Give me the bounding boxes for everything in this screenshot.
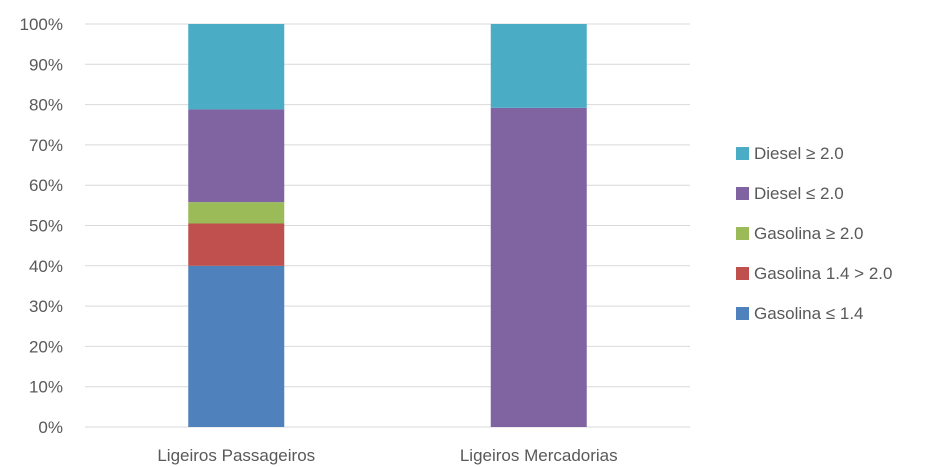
- y-tick-label: 40%: [29, 257, 63, 276]
- y-tick-label: 30%: [29, 297, 63, 316]
- bar-segment: [188, 24, 285, 110]
- y-tick-label: 80%: [29, 96, 63, 115]
- legend-swatch: [736, 147, 749, 160]
- legend-swatch: [736, 227, 749, 240]
- y-axis-tick-labels: 0% 10% 20% 30% 40% 50% 60% 70% 80% 90% 100%: [20, 15, 63, 437]
- y-tick-label: 100%: [20, 15, 63, 34]
- legend-label: Gasolina ≥ 2.0: [754, 224, 864, 243]
- bar-segment: [188, 223, 285, 266]
- x-category-label: Ligeiros Mercadorias: [460, 446, 618, 465]
- bar-segment: [188, 109, 285, 203]
- y-tick-label: 60%: [29, 176, 63, 195]
- bar-segment: [490, 107, 587, 427]
- bar-segment: [188, 202, 285, 224]
- bar-segment: [490, 24, 587, 108]
- y-tick-label: 50%: [29, 217, 63, 236]
- bar-segment: [188, 265, 285, 427]
- legend-swatch: [736, 267, 749, 280]
- x-category-label: Ligeiros Passageiros: [157, 446, 315, 465]
- legend: Diesel ≥ 2.0 Diesel ≤ 2.0 Gasolina ≥ 2.0 Ga…: [736, 144, 892, 323]
- x-axis-category-labels: Ligeiros Passageiros Ligeiros Mercadorias: [157, 446, 617, 465]
- legend-swatch: [736, 187, 749, 200]
- y-tick-label: 20%: [29, 337, 63, 356]
- y-tick-label: 70%: [29, 136, 63, 155]
- legend-label: Diesel ≥ 2.0: [754, 144, 844, 163]
- y-tick-label: 0%: [38, 418, 63, 437]
- legend-swatch: [736, 307, 749, 320]
- legend-label: Diesel ≤ 2.0: [754, 184, 844, 203]
- gridlines: [85, 23, 690, 428]
- legend-label: Gasolina ≤ 1.4: [754, 304, 864, 323]
- y-tick-label: 10%: [29, 378, 63, 397]
- bars: [188, 24, 587, 427]
- legend-label: Gasolina 1.4 > 2.0: [754, 264, 892, 283]
- y-tick-label: 90%: [29, 55, 63, 74]
